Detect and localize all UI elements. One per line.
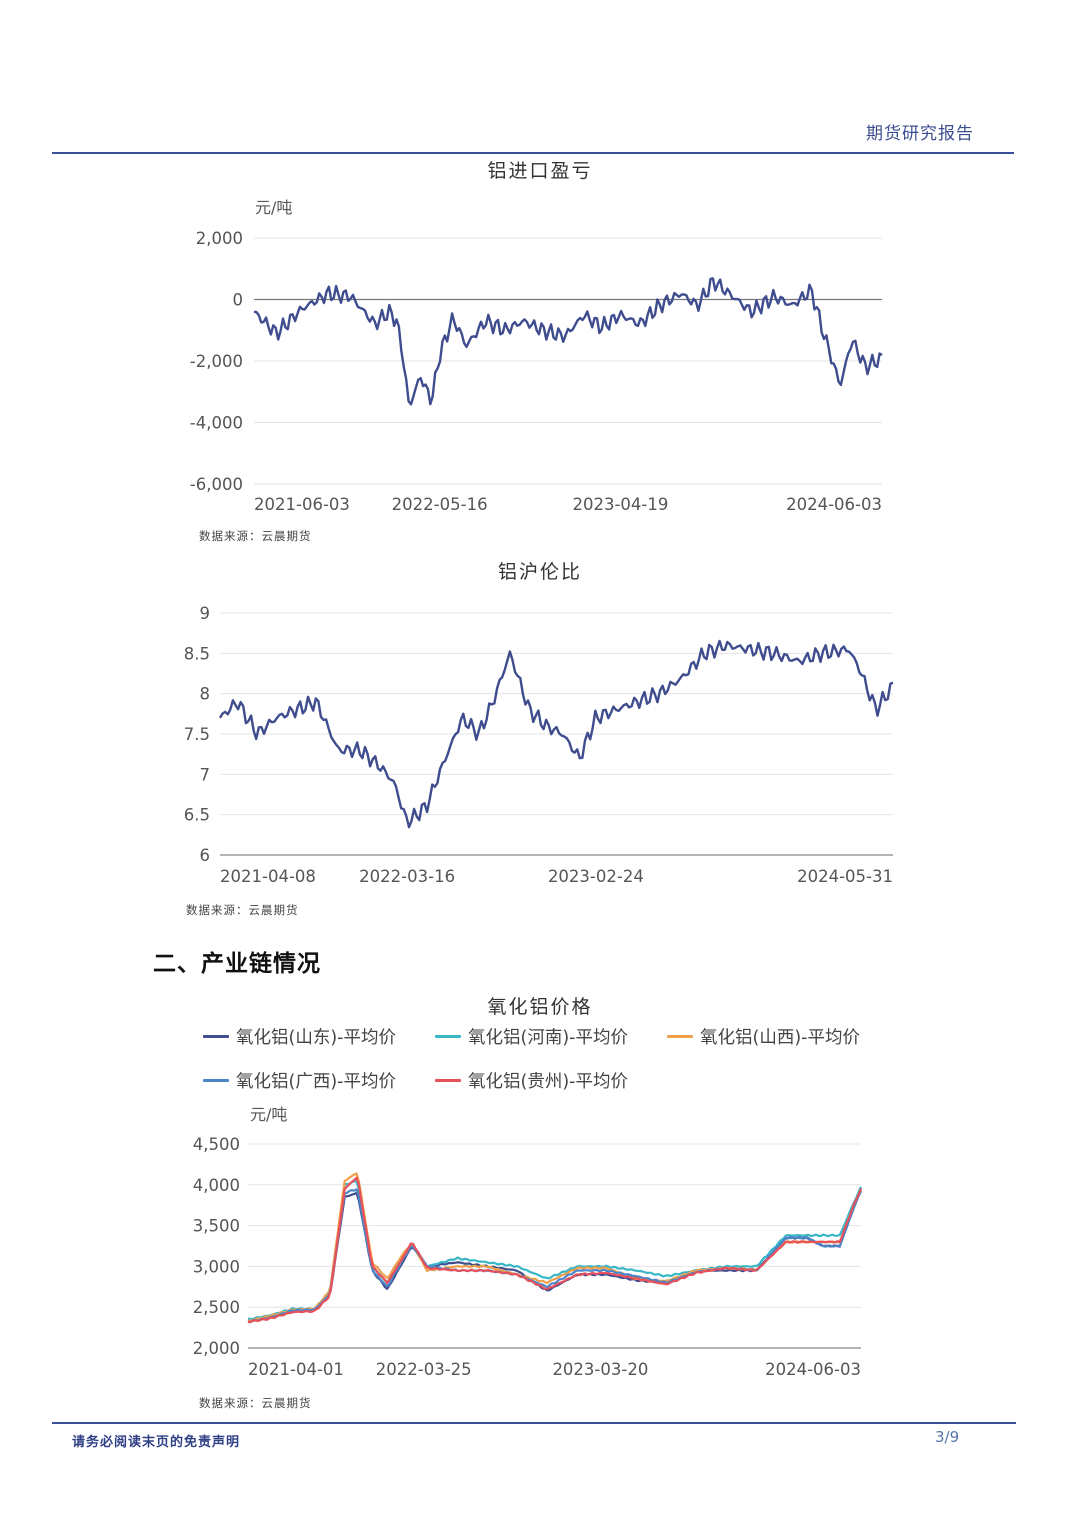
y-tick-label: 6.5 xyxy=(184,806,210,825)
report-header-title: 期货研究报告 xyxy=(866,124,974,144)
y-tick-label: 7.5 xyxy=(184,725,210,744)
x-tick-label: 2024-06-03 xyxy=(765,1360,861,1379)
legend-item-henan[interactable]: 氧化铝(河南)-平均价 xyxy=(435,1024,628,1049)
y-tick-label: 4,500 xyxy=(193,1135,240,1154)
y-axis-unit: 元/吨 xyxy=(255,198,292,217)
y-tick-label: 3,500 xyxy=(193,1217,240,1236)
section-heading: 二、产业链情况 xyxy=(153,951,321,977)
chart-source-alumina-price: 数据来源：云晨期货 xyxy=(199,1396,312,1410)
legend-label: 氧化铝(贵州)-平均价 xyxy=(468,1072,628,1092)
x-tick-label: 2024-05-31 xyxy=(797,867,893,886)
x-tick-label: 2021-06-03 xyxy=(254,495,350,514)
legend-item-guizhou[interactable]: 氧化铝(贵州)-平均价 xyxy=(435,1068,628,1093)
y-tick-label: -4,000 xyxy=(190,414,243,433)
y-tick-label: 3,000 xyxy=(193,1257,240,1276)
legend-item-guangxi[interactable]: 氧化铝(广西)-平均价 xyxy=(203,1068,396,1093)
y-tick-label: -2,000 xyxy=(190,352,243,371)
legend-swatch xyxy=(435,1079,461,1082)
legend-label: 氧化铝(山西)-平均价 xyxy=(700,1028,860,1048)
legend-swatch xyxy=(667,1035,693,1038)
y-tick-label: -6,000 xyxy=(190,475,243,494)
x-tick-label: 2023-03-20 xyxy=(552,1360,648,1379)
legend-label: 氧化铝(河南)-平均价 xyxy=(468,1028,628,1048)
y-tick-label: 0 xyxy=(233,291,244,310)
chart-title-shfe-lme-ratio: 铝沪伦比 xyxy=(497,561,582,583)
chart-alumina-price: 元/吨 4,500 4,000 3,500 3,000 2,500 2,000 2021-04… xyxy=(193,1105,863,1379)
chart-shfe-lme-ratio: 9 8.5 8 7.5 7 6.5 6 2021-04-08 2022-03-16 2023-02… xyxy=(184,604,894,886)
footer-disclaimer: 请务必阅读末页的免责声明 xyxy=(72,1435,241,1450)
y-tick-label: 7 xyxy=(200,765,211,784)
chart-source-import-profit: 数据来源：云晨期货 xyxy=(199,529,312,543)
y-tick-label: 2,500 xyxy=(193,1298,240,1317)
chart-source-shfe-lme-ratio: 数据来源：云晨期货 xyxy=(186,903,299,917)
footer-divider xyxy=(52,1422,1016,1424)
x-tick-label: 2021-04-08 xyxy=(220,867,316,886)
series-line-1 xyxy=(253,277,883,406)
chart-title-import-profit: 铝进口盈亏 xyxy=(487,160,593,182)
y-axis-unit: 元/吨 xyxy=(250,1105,287,1124)
y-tick-label: 8 xyxy=(200,685,211,704)
legend-swatch xyxy=(435,1035,461,1038)
legend-swatch xyxy=(203,1079,229,1082)
x-tick-label: 2022-03-16 xyxy=(359,867,455,886)
header-divider xyxy=(52,152,1014,154)
chart-title-alumina-price: 氧化铝价格 xyxy=(487,996,593,1018)
legend-label: 氧化铝(广西)-平均价 xyxy=(236,1072,396,1092)
legend-label: 氧化铝(山东)-平均价 xyxy=(236,1028,396,1048)
series-line-2 xyxy=(247,1180,862,1321)
series-line-5 xyxy=(248,1176,863,1323)
y-tick-label: 2,000 xyxy=(196,229,243,248)
y-tick-label: 8.5 xyxy=(184,644,210,663)
x-tick-label: 2023-04-19 xyxy=(572,495,668,514)
legend-item-shanxi[interactable]: 氧化铝(山西)-平均价 xyxy=(667,1024,860,1049)
y-tick-label: 6 xyxy=(200,846,211,865)
x-tick-label: 2022-05-16 xyxy=(392,495,488,514)
x-tick-label: 2024-06-03 xyxy=(786,495,882,514)
chart-import-profit: 元/吨 2,000 0 -2,000 -4,000 -6,000 2021-06-03 202… xyxy=(190,198,883,514)
series-line-1 xyxy=(218,639,894,829)
x-tick-label: 2022-03-25 xyxy=(376,1360,472,1379)
y-tick-label: 4,000 xyxy=(193,1176,240,1195)
y-tick-label: 2,000 xyxy=(193,1339,240,1358)
legend-item-shandong[interactable]: 氧化铝(山东)-平均价 xyxy=(203,1024,396,1049)
legend-swatch xyxy=(203,1035,229,1038)
series-line-3 xyxy=(247,1172,862,1322)
page-number: 3/9 xyxy=(935,1428,960,1446)
x-tick-label: 2023-02-24 xyxy=(548,867,644,886)
y-tick-label: 9 xyxy=(200,604,211,623)
x-tick-label: 2021-04-01 xyxy=(248,1360,344,1379)
